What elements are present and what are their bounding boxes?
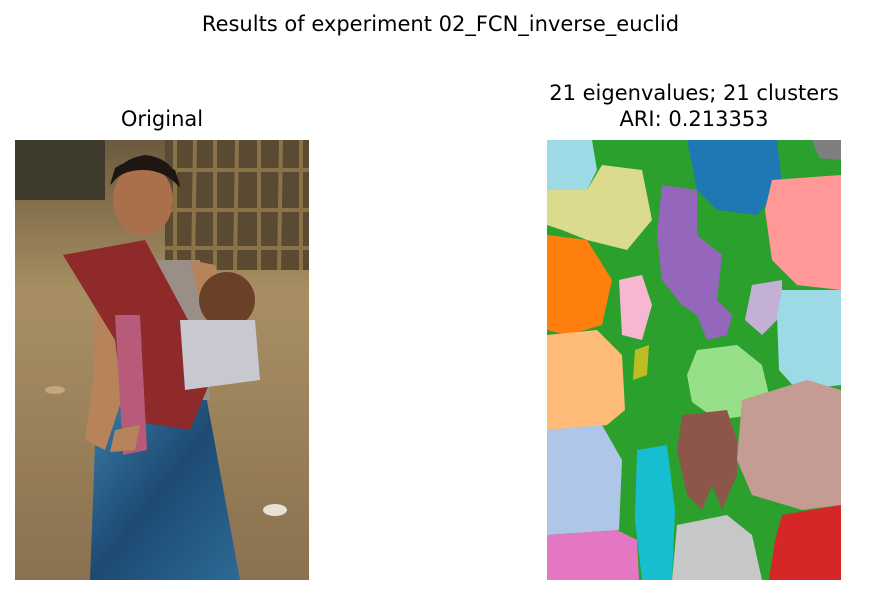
cluster-light-purple — [745, 280, 782, 335]
baby-foot — [110, 425, 140, 452]
segmentation-panel-title: 21 eigenvalues; 21 clusters ARI: 0.21335… — [494, 80, 881, 132]
woman-face — [113, 164, 173, 236]
figure-suptitle: Results of experiment 02_FCN_inverse_euc… — [201, 12, 680, 36]
cluster-orange — [547, 235, 612, 335]
cluster-pink — [547, 530, 639, 580]
cluster-light-orange — [547, 330, 625, 430]
cluster-blue — [687, 140, 782, 215]
cluster-light-olive — [547, 165, 652, 250]
cluster-brown — [677, 410, 737, 510]
cluster-cyan — [635, 445, 675, 580]
cluster-light-cyan-top — [547, 140, 597, 190]
original-image — [15, 140, 309, 580]
cluster-light-gray — [672, 515, 762, 580]
bamboo-fence — [165, 140, 309, 271]
ground-stone — [263, 504, 287, 516]
cluster-purple — [657, 185, 732, 340]
cluster-light-cyan-right — [777, 290, 841, 390]
cluster-light-red — [765, 175, 841, 290]
baby-head — [199, 272, 255, 328]
cluster-light-blue — [547, 425, 622, 535]
cluster-olive — [633, 345, 649, 380]
segmentation-title-line-1: 21 eigenvalues; 21 clusters — [549, 81, 839, 105]
segmentation-title-line-2: ARI: 0.213353 — [619, 107, 769, 131]
cluster-red — [769, 505, 841, 580]
background-trees — [15, 140, 105, 200]
ground-stone — [45, 386, 65, 394]
cluster-light-pink — [619, 275, 652, 340]
cluster-light-brown — [737, 380, 841, 510]
segmentation-image — [547, 140, 841, 580]
original-panel-title: Original — [120, 107, 204, 131]
cluster-gray — [812, 140, 841, 160]
baby-body — [180, 320, 260, 390]
segmentation-map — [547, 140, 841, 580]
original-photo-illustration — [15, 140, 309, 580]
sling-strap — [115, 315, 147, 455]
